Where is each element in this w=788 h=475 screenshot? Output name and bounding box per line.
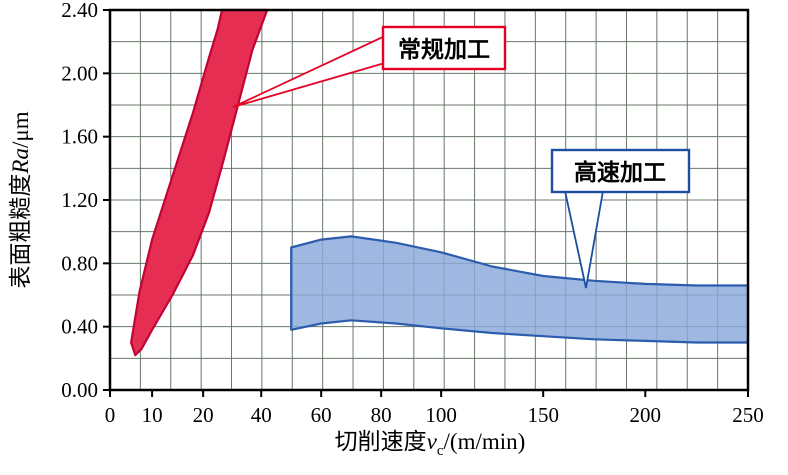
x-axis-title-symbol: v xyxy=(427,429,438,454)
y-tick-label: 2.00 xyxy=(61,61,98,85)
y-axis-title-unit: /μm xyxy=(8,111,33,148)
x-tick-label: 80 xyxy=(371,403,392,427)
callout-label-conventional: 常规加工 xyxy=(398,37,490,62)
x-tick-label: 60 xyxy=(311,403,332,427)
y-tick-label: 1.60 xyxy=(61,125,98,149)
callout-box-conventional xyxy=(381,25,507,71)
x-tick-label: 10 xyxy=(142,403,163,427)
callouts: 常规加工 高速加工 xyxy=(232,25,691,289)
x-axis-title-unit: /(m/min) xyxy=(444,429,526,454)
y-tick-label: 0.80 xyxy=(61,251,98,275)
x-axis-title-subscript: c xyxy=(437,443,444,459)
x-tick-labels: 0 10 20 40 60 80 100 150 200 250 xyxy=(105,403,764,427)
x-tick-label: 20 xyxy=(193,403,214,427)
x-tick-label: 0 xyxy=(105,403,116,427)
x-tick-label: 250 xyxy=(732,403,764,427)
x-tick-label: 150 xyxy=(527,403,559,427)
y-tick-label: 0.40 xyxy=(61,315,98,339)
x-tick-label: 200 xyxy=(630,403,662,427)
y-tick-label: 1.20 xyxy=(61,188,98,212)
axis-ticks xyxy=(103,9,749,397)
x-tick-label: 40 xyxy=(251,403,272,427)
band-conventional-machining xyxy=(130,8,269,357)
y-axis-title: 表面粗糙度Ra/μm xyxy=(8,111,33,288)
y-axis-title-symbol: Ra xyxy=(8,148,33,175)
callout-label-highspeed: 高速加工 xyxy=(574,159,666,185)
y-tick-labels: 0.00 0.40 0.80 1.20 1.60 2.00 2.40 xyxy=(61,0,98,402)
y-tick-label: 2.40 xyxy=(61,0,98,22)
y-axis-title-prefix: 表面粗糙度 xyxy=(8,174,33,289)
x-axis-title: 切削速度vc/(m/min) xyxy=(335,429,526,459)
callout-box-highspeed xyxy=(550,148,691,194)
y-tick-label: 0.00 xyxy=(61,378,98,402)
x-axis-title-prefix: 切削速度 xyxy=(335,429,427,454)
x-tick-label: 100 xyxy=(425,403,457,427)
